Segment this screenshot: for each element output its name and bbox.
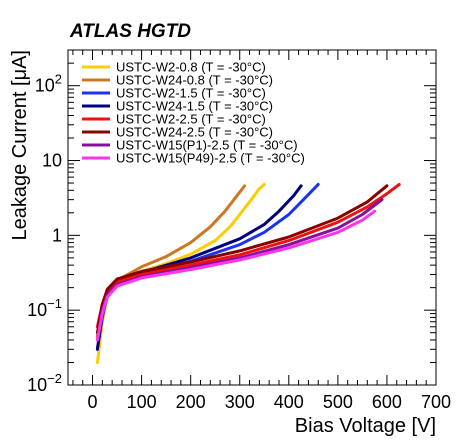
y-tick-label: 102: [35, 72, 62, 96]
plot-frame: [67, 49, 437, 386]
x-tick-label: 200: [176, 392, 206, 412]
y-axis-label: Leakage Current [μA]: [9, 50, 31, 241]
x-tick-label: 0: [88, 392, 98, 412]
legend-label: USTC-W2-1.5 (T = -30°C): [116, 86, 266, 101]
x-tick-label: 300: [225, 392, 255, 412]
series-line-5: [95, 184, 389, 335]
x-tick-label: 600: [372, 392, 402, 412]
legend-label: USTC-W15(P49)-2.5 (T = -30°C): [116, 151, 305, 166]
legend-label: USTC-W24-1.5 (T = -30°C): [116, 99, 273, 114]
plot-area: 0 100 200 300 400 500 600 700 10−2 10−1 1 10 102: [27, 49, 451, 412]
legend-label: USTC-W24-0.8 (T = -30°C): [116, 73, 273, 88]
y-tick-label: 10−2: [27, 371, 62, 395]
series-line-0: [95, 182, 266, 364]
x-axis-label: Bias Voltage [V]: [295, 415, 436, 437]
y-tick-label: 10: [42, 151, 62, 171]
legend-label: USTC-W15(P1)-2.5 (T = -30°C): [116, 138, 298, 153]
y-tick-label: 10−1: [27, 296, 62, 320]
chart-title: ATLAS HGTD: [69, 21, 191, 42]
legend-label: USTC-W24-2.5 (T = -30°C): [116, 125, 273, 140]
y-tick-label: 1: [52, 225, 62, 245]
x-tick-label: 400: [274, 392, 304, 412]
legend-label: USTC-W2-0.8 (T = -30°C): [116, 60, 266, 75]
x-tick-label: 500: [323, 392, 353, 412]
legend: USTC-W2-0.8 (T = -30°C)USTC-W24-0.8 (T =…: [82, 60, 305, 166]
legend-label: USTC-W2-2.5 (T = -30°C): [116, 112, 266, 127]
x-tick-label: 100: [127, 392, 157, 412]
x-tick-label: 700: [421, 392, 451, 412]
series-line-7: [95, 209, 377, 342]
